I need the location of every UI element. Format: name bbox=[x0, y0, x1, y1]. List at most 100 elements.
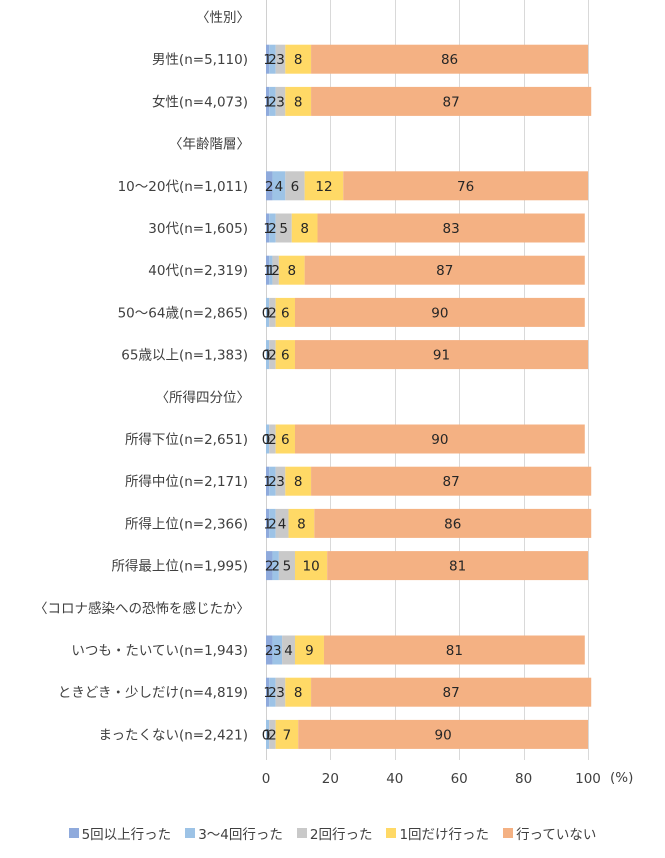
legend-item: 2回行った bbox=[296, 823, 373, 843]
bar-segment bbox=[269, 677, 276, 707]
category-label: 所得上位(n=2,366) bbox=[125, 515, 248, 532]
data-label: 3 bbox=[276, 94, 285, 110]
bar-segment bbox=[266, 508, 270, 538]
bar-segment bbox=[269, 255, 273, 285]
category-label: 所得下位(n=2,651) bbox=[125, 431, 248, 448]
category-label: 女性(n=4,073) bbox=[152, 93, 248, 110]
bar-segment bbox=[311, 86, 592, 116]
x-tick-label: 80 bbox=[515, 771, 532, 787]
bar-segment bbox=[314, 508, 592, 538]
data-label: 4 bbox=[284, 643, 293, 659]
data-label: 1 bbox=[267, 263, 276, 279]
bar-segment bbox=[266, 297, 270, 327]
bar-segment bbox=[269, 297, 276, 327]
data-label: 87 bbox=[443, 685, 460, 701]
category-label: まったくない(n=2,421) bbox=[98, 727, 248, 743]
bar-segment bbox=[275, 677, 286, 707]
bar-segment bbox=[275, 44, 286, 74]
data-label: 2 bbox=[265, 559, 274, 575]
data-label: 76 bbox=[457, 179, 474, 195]
data-label: 2 bbox=[265, 643, 274, 659]
bar-segment bbox=[294, 297, 585, 327]
data-label: 2 bbox=[268, 348, 277, 364]
legend-item: 5回以上行った bbox=[68, 823, 171, 843]
legend-item: 3～4回行った bbox=[185, 823, 283, 843]
data-label: 2 bbox=[265, 179, 274, 195]
data-label: 1 bbox=[263, 263, 272, 279]
bar-segment bbox=[269, 44, 276, 74]
bar-segment bbox=[266, 44, 270, 74]
data-label: 2 bbox=[268, 516, 277, 532]
data-label: 1 bbox=[263, 432, 272, 448]
data-label: 2 bbox=[268, 305, 277, 321]
category-label: 40代(n=2,319) bbox=[148, 263, 248, 279]
bar-segment bbox=[285, 466, 312, 496]
legend-swatch-icon bbox=[185, 828, 196, 838]
data-label: 2 bbox=[268, 727, 277, 743]
bar-segment bbox=[288, 508, 315, 538]
bar-segment bbox=[266, 424, 270, 454]
bar-segment bbox=[298, 719, 588, 749]
data-label: 2 bbox=[271, 559, 280, 575]
legend-swatch-icon bbox=[386, 828, 397, 838]
bar-segment bbox=[275, 297, 295, 327]
data-label: 8 bbox=[294, 474, 303, 490]
data-label: 8 bbox=[294, 52, 303, 68]
bar-segment bbox=[327, 551, 588, 581]
bar-segment bbox=[278, 551, 295, 581]
category-label: 30代(n=1,605) bbox=[148, 221, 248, 237]
bar-segment bbox=[304, 171, 344, 201]
data-label: 87 bbox=[443, 474, 460, 490]
data-label: 2 bbox=[268, 221, 277, 237]
data-label: 2 bbox=[268, 52, 277, 68]
legend-swatch-icon bbox=[68, 828, 79, 838]
data-label: 91 bbox=[433, 348, 450, 364]
bar-segment bbox=[294, 424, 585, 454]
group-label: 〈コロナ感染への恐怖を感じたか〉 bbox=[34, 600, 250, 617]
data-label: 2 bbox=[268, 474, 277, 490]
data-label: 8 bbox=[297, 516, 306, 532]
data-label: 1 bbox=[263, 685, 272, 701]
data-label: 8 bbox=[287, 263, 296, 279]
data-label: 5 bbox=[279, 221, 288, 237]
data-label: 81 bbox=[449, 559, 466, 575]
data-label: 1 bbox=[263, 221, 272, 237]
bar-segment bbox=[285, 86, 312, 116]
x-tick-label: 100 bbox=[575, 771, 601, 787]
bar-segment bbox=[285, 171, 305, 201]
bar-segment bbox=[285, 677, 312, 707]
data-label: 1 bbox=[263, 52, 272, 68]
bar-segment bbox=[269, 508, 276, 538]
bar-segment bbox=[269, 466, 276, 496]
bar-segment bbox=[275, 213, 292, 243]
category-label: 所得最上位(n=1,995) bbox=[111, 558, 248, 575]
legend-label: 2回行った bbox=[309, 827, 373, 843]
bar-segment bbox=[272, 635, 283, 665]
bar-segment bbox=[275, 719, 299, 749]
data-label: 90 bbox=[431, 432, 448, 448]
category-label: 男性(n=5,110) bbox=[152, 52, 248, 68]
bar-segment bbox=[269, 424, 276, 454]
data-label: 87 bbox=[443, 94, 460, 110]
data-label: 0 bbox=[262, 432, 271, 448]
bar-segment bbox=[275, 508, 289, 538]
bar-segment bbox=[291, 213, 318, 243]
bar-segment bbox=[272, 551, 279, 581]
data-label: 4 bbox=[275, 179, 284, 195]
legend-label: 行っていない bbox=[516, 827, 597, 843]
legend-item: 1回だけ行った bbox=[386, 823, 489, 843]
data-label: 3 bbox=[273, 643, 282, 659]
bar-segment bbox=[285, 44, 312, 74]
data-label: 4 bbox=[278, 516, 287, 532]
bar-segment bbox=[275, 424, 295, 454]
data-label: 2 bbox=[271, 263, 280, 279]
legend-item: 行っていない bbox=[503, 823, 596, 843]
data-label: 12 bbox=[315, 179, 332, 195]
data-label: 5 bbox=[283, 559, 292, 575]
data-label: 0 bbox=[262, 727, 271, 743]
gridlines bbox=[266, 0, 589, 760]
x-axis-ticks: 0 20 40 60 80 100 (%) bbox=[262, 770, 634, 787]
bar-segment bbox=[311, 466, 592, 496]
bar-segment bbox=[269, 86, 276, 116]
